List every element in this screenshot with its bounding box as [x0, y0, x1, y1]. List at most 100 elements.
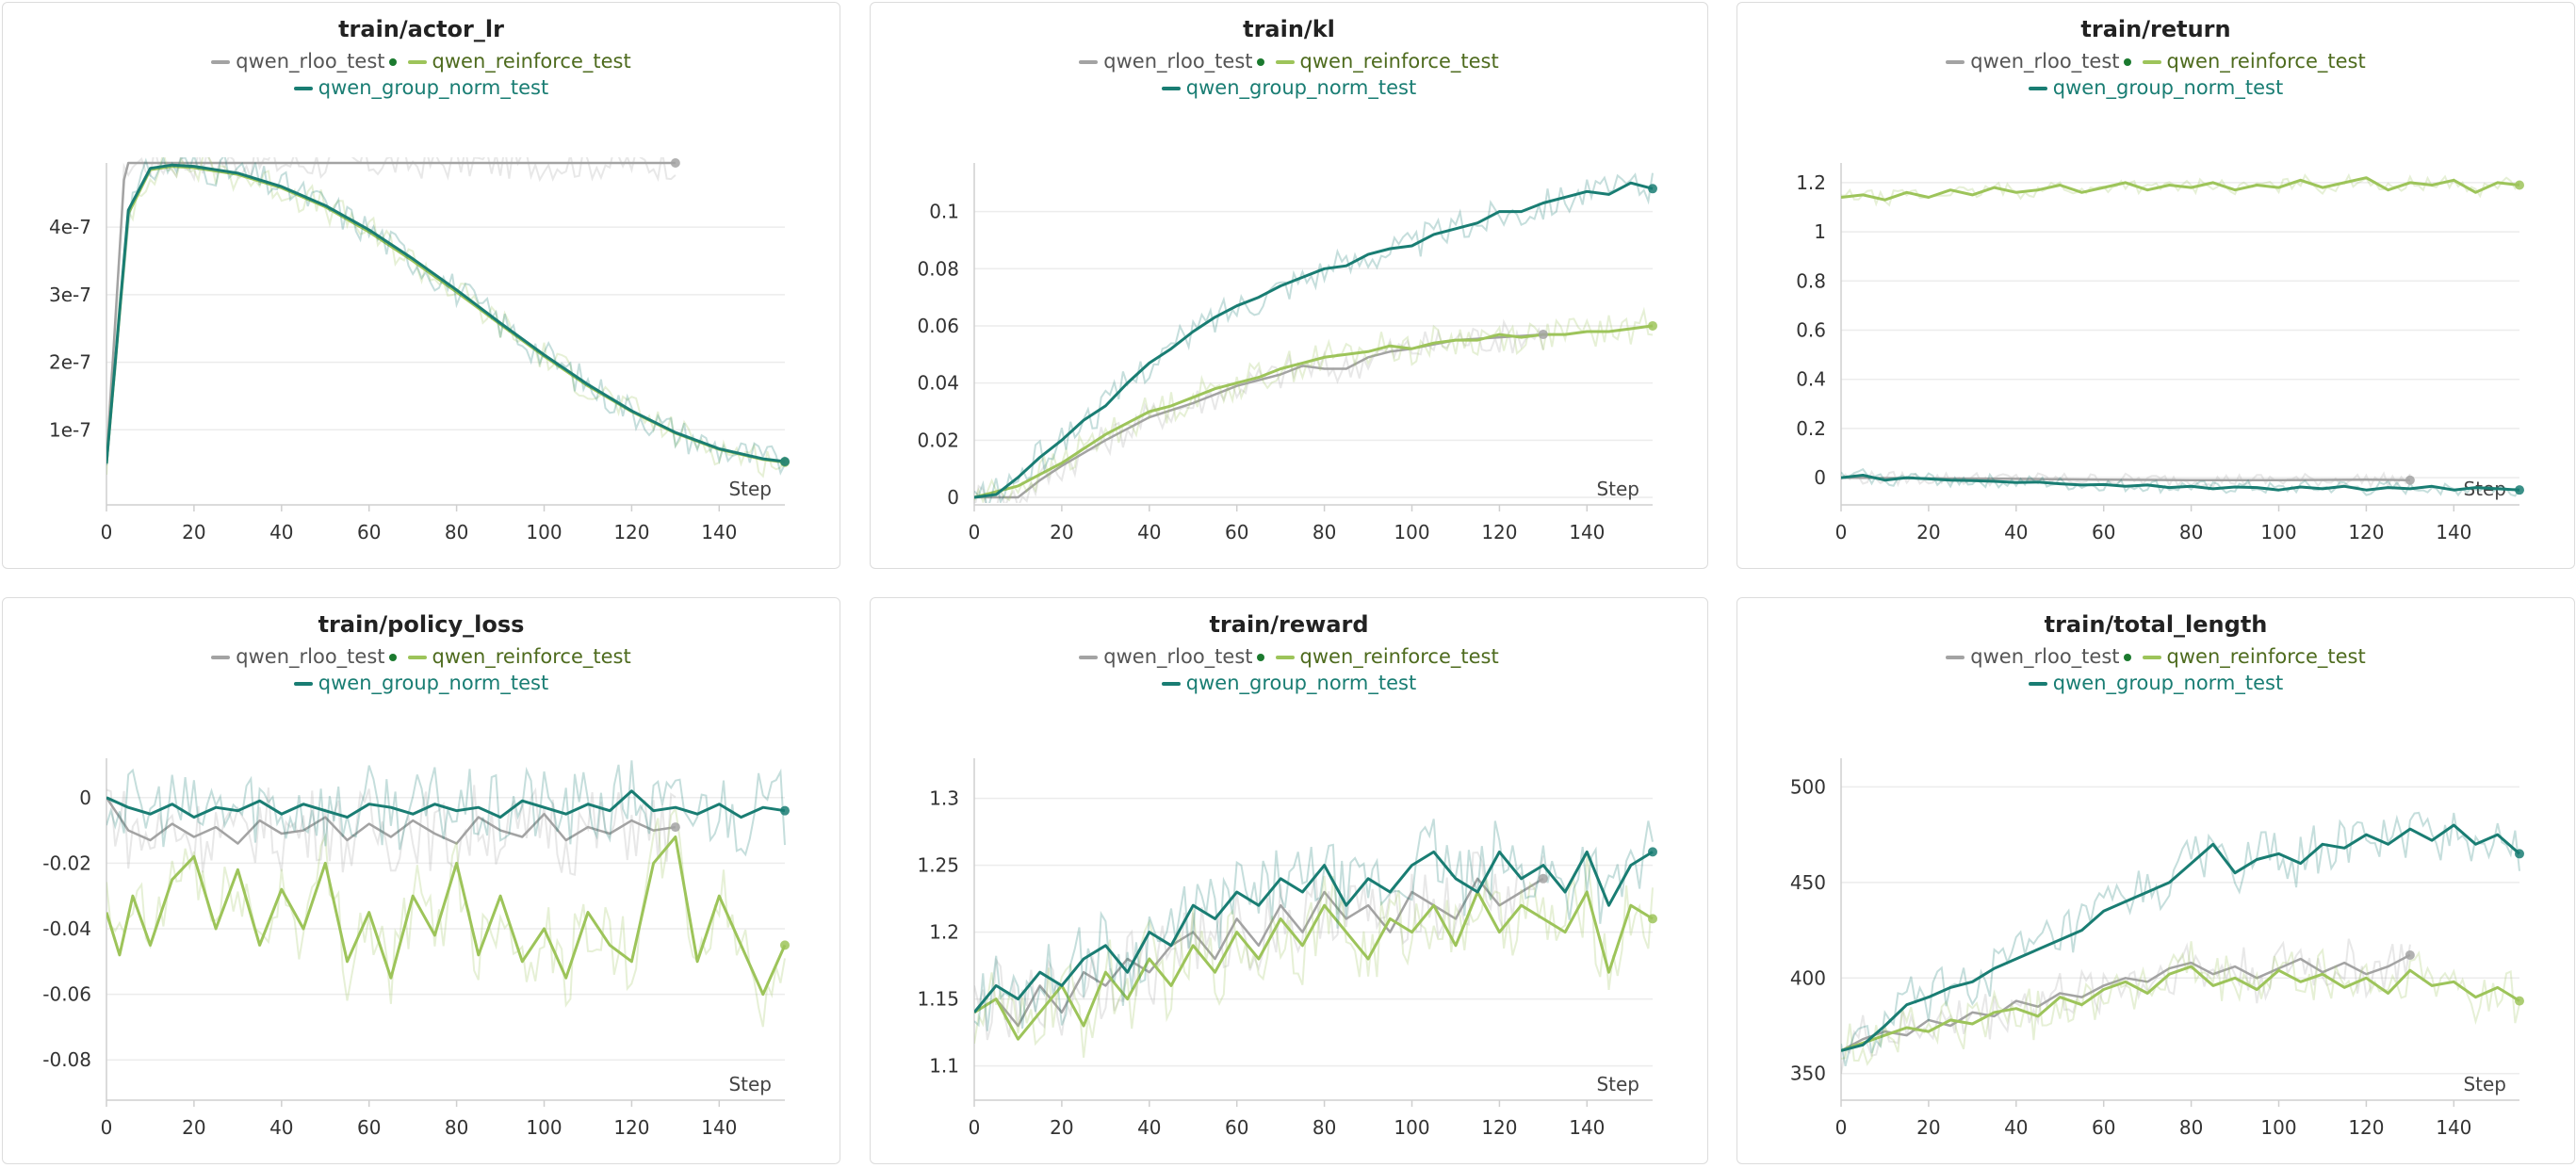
y-tick-label: 0.2: [1796, 417, 1826, 440]
legend-item-group[interactable]: qwen_group_norm_test: [293, 76, 549, 99]
x-tick-label: 120: [2348, 521, 2384, 543]
legend-item-group[interactable]: qwen_group_norm_test: [2028, 76, 2283, 99]
y-tick-label: 1.25: [917, 854, 959, 877]
series-line-reinforce[interactable]: [106, 165, 786, 464]
legend-item-group[interactable]: qwen_group_norm_test: [1161, 76, 1417, 99]
chart-title: train/total_length: [2044, 611, 2268, 638]
series-line-reinforce[interactable]: [1841, 965, 2520, 1052]
series-line-reinforce[interactable]: [106, 835, 787, 997]
series-line-rloo[interactable]: [974, 333, 1543, 499]
legend-item-group[interactable]: qwen_group_norm_test: [293, 672, 549, 694]
plot-area: [974, 172, 1654, 503]
legend-item-reinforce[interactable]: qwen_reinforce_test: [2142, 50, 2366, 73]
legend-item-rloo[interactable]: qwen_rloo_test: [1079, 645, 1264, 668]
legend-item-rloo[interactable]: qwen_rloo_test: [1946, 50, 2131, 73]
x-tick-label: 40: [269, 521, 293, 543]
x-tick-label: 20: [1050, 1116, 1073, 1139]
plot-area: [974, 819, 1654, 1058]
y-tick-label: 0: [947, 486, 959, 509]
x-tick-label: 20: [182, 1116, 205, 1139]
x-tick-label: 60: [1225, 521, 1248, 543]
legend-item-reinforce[interactable]: qwen_reinforce_test: [2142, 645, 2366, 668]
chart-title: train/reward: [1209, 611, 1369, 638]
legend-item-rloo[interactable]: qwen_rloo_test: [1079, 50, 1264, 73]
series-end-marker-rloo: [670, 158, 680, 168]
x-tick-label: 100: [2260, 521, 2296, 543]
chart-panel-return[interactable]: train/return qwen_rloo_test qwen_reinforce…: [1736, 2, 2575, 569]
x-tick-label: 80: [445, 1116, 468, 1139]
legend-item-reinforce[interactable]: qwen_reinforce_test: [407, 645, 631, 668]
series-end-marker-group: [780, 805, 790, 816]
series-line-rloo[interactable]: [106, 161, 676, 464]
series-line-rloo[interactable]: [106, 797, 677, 845]
series-raw-line-group: [974, 172, 1654, 503]
x-tick-label: 20: [182, 521, 205, 543]
series-end-marker-reinforce: [780, 940, 790, 950]
legend-label: qwen_group_norm_test: [2052, 672, 2284, 694]
series-line-group[interactable]: [106, 163, 786, 464]
series-end-marker-group: [780, 456, 790, 466]
x-tick-label: 60: [1225, 1116, 1248, 1139]
series-line-group[interactable]: [106, 789, 786, 819]
x-tick-label: 120: [1481, 1116, 1517, 1139]
y-tick-label: -0.02: [42, 852, 91, 874]
legend-label: qwen_group_norm_test: [1185, 76, 1417, 99]
legend-item-rloo[interactable]: qwen_rloo_test: [1946, 645, 2131, 668]
legend-swatch: [2142, 60, 2161, 64]
legend-label: qwen_rloo_test: [1970, 645, 2120, 668]
series-line-reinforce[interactable]: [974, 890, 1654, 1041]
legend-item-rloo[interactable]: qwen_rloo_test: [211, 50, 397, 73]
y-tick-label: 450: [1790, 871, 1826, 894]
x-tick-label: 40: [1137, 521, 1161, 543]
series-raw-line-group: [106, 760, 786, 857]
chart-panel-actor_lr[interactable]: train/actor_lr qwen_rloo_test qwen_reinfor…: [2, 2, 840, 569]
legend-item-group[interactable]: qwen_group_norm_test: [2028, 672, 2284, 694]
legend-label: qwen_group_norm_test: [318, 672, 549, 694]
x-tick-label: 140: [2436, 1116, 2471, 1139]
legend-dot-icon: [388, 654, 397, 661]
legend-item-reinforce[interactable]: qwen_reinforce_test: [1275, 645, 1499, 668]
chart-svg: 350 400 450 500 0 20 40 60 80 100 120 140 Step: [1790, 758, 2524, 1139]
y-tick-label: 0: [1814, 466, 1826, 489]
x-tick-label: 80: [1312, 1116, 1336, 1139]
series-end-marker-reinforce: [2515, 180, 2524, 190]
series-end-marker-rloo: [1538, 873, 1548, 884]
legend-item-reinforce[interactable]: qwen_reinforce_test: [407, 50, 631, 73]
y-tick-label: 1.15: [917, 988, 959, 1011]
legend-label: qwen_group_norm_test: [318, 76, 549, 99]
y-tick-label: 1.2: [1796, 171, 1826, 194]
legend-swatch: [2028, 682, 2047, 686]
series-line-group[interactable]: [974, 181, 1654, 499]
y-tick-label: 1: [1814, 220, 1826, 243]
x-tick-label: 100: [1394, 521, 1429, 543]
y-tick-label: 0.06: [917, 315, 959, 337]
series-raw-line-group: [1841, 811, 2520, 1067]
legend-label: qwen_rloo_test: [236, 50, 385, 73]
chart-panel-reward[interactable]: train/reward qwen_rloo_test qwen_reinforce…: [870, 597, 1708, 1164]
series-line-group[interactable]: [1841, 474, 2520, 492]
legend-item-group[interactable]: qwen_group_norm_test: [1161, 672, 1416, 694]
chart-panel-policy_loss[interactable]: train/policy_loss qwen_rloo_test qwen_rein…: [2, 597, 840, 1164]
series-line-rloo[interactable]: [1841, 953, 2411, 1052]
chart-panel-kl[interactable]: train/kl qwen_rloo_test qwen_reinforce_tes…: [870, 2, 1708, 569]
y-tick-label: 350: [1790, 1063, 1826, 1085]
legend-swatch: [211, 60, 231, 64]
chart-panel-total_length[interactable]: train/total_length qwen_rloo_test qwen_rei…: [1736, 597, 2575, 1164]
plot-area: [106, 760, 787, 1028]
legend-label: qwen_rloo_test: [1103, 50, 1253, 73]
x-tick-label: 100: [526, 1116, 562, 1139]
series-end-marker-reinforce: [2515, 996, 2524, 1006]
x-tick-label: 80: [1312, 521, 1336, 543]
series-raw-line-reinforce: [1841, 941, 2520, 1066]
series-raw-line-reinforce: [1841, 172, 2520, 207]
plot-area: [106, 157, 786, 479]
x-axis-label: Step: [1596, 478, 1639, 500]
series-line-reinforce[interactable]: [1841, 176, 2520, 202]
legend-swatch: [1946, 656, 1965, 659]
x-tick-label: 100: [2260, 1116, 2296, 1139]
legend-item-reinforce[interactable]: qwen_reinforce_test: [1275, 50, 1499, 73]
x-tick-label: 100: [1394, 1116, 1429, 1139]
series-line-group[interactable]: [974, 850, 1654, 1014]
series-line-group[interactable]: [1841, 823, 2520, 1052]
legend-item-rloo[interactable]: qwen_rloo_test: [211, 645, 397, 668]
